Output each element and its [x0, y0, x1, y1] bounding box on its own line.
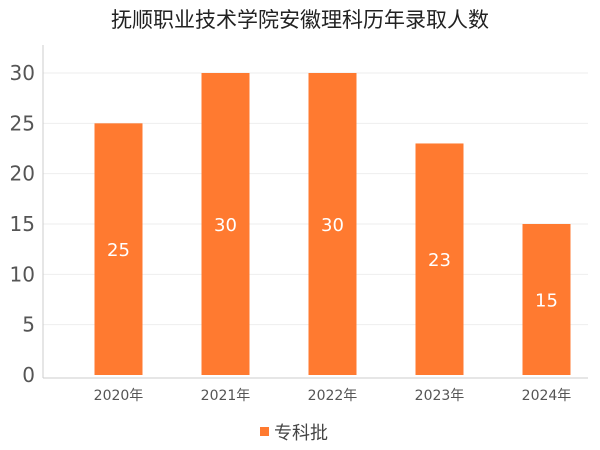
x-tick-label: 2024年 [522, 388, 572, 404]
legend-swatch [260, 427, 269, 436]
bar [201, 73, 250, 375]
legend: 专科批 [260, 423, 328, 444]
bar-value-label: 30 [214, 215, 237, 236]
bar [308, 73, 357, 375]
bar-value-label: 25 [107, 240, 130, 261]
bar [522, 224, 571, 375]
y-tick-label: 15 [10, 212, 35, 236]
bar-value-label: 23 [428, 250, 451, 271]
axis-layer: 0 5 10 15 20 25 30 2020年 2021年 2022年 2023年 2024年 [10, 45, 588, 404]
chart-title: 抚顺职业技术学院安徽理科历年录取人数 [111, 8, 489, 32]
y-tick-label: 25 [10, 111, 35, 135]
y-tick-label: 0 [22, 363, 35, 387]
y-tick-label: 20 [10, 162, 35, 186]
bar-value-label: 15 [535, 291, 558, 312]
x-tick-label: 2020年 [94, 388, 144, 404]
y-tick-label: 10 [10, 262, 35, 286]
x-tick-label: 2022年 [308, 388, 358, 404]
x-tick-label: 2021年 [201, 388, 251, 404]
bar [94, 123, 143, 375]
y-tick-label: 30 [10, 61, 35, 85]
x-tick-label: 2023年 [415, 388, 465, 404]
y-tick-label: 5 [22, 313, 35, 337]
bar-value-label: 30 [321, 215, 344, 236]
bar-layer: 25 30 30 23 15 [94, 73, 571, 375]
bar [415, 143, 464, 375]
legend-label: 专科批 [274, 423, 328, 444]
